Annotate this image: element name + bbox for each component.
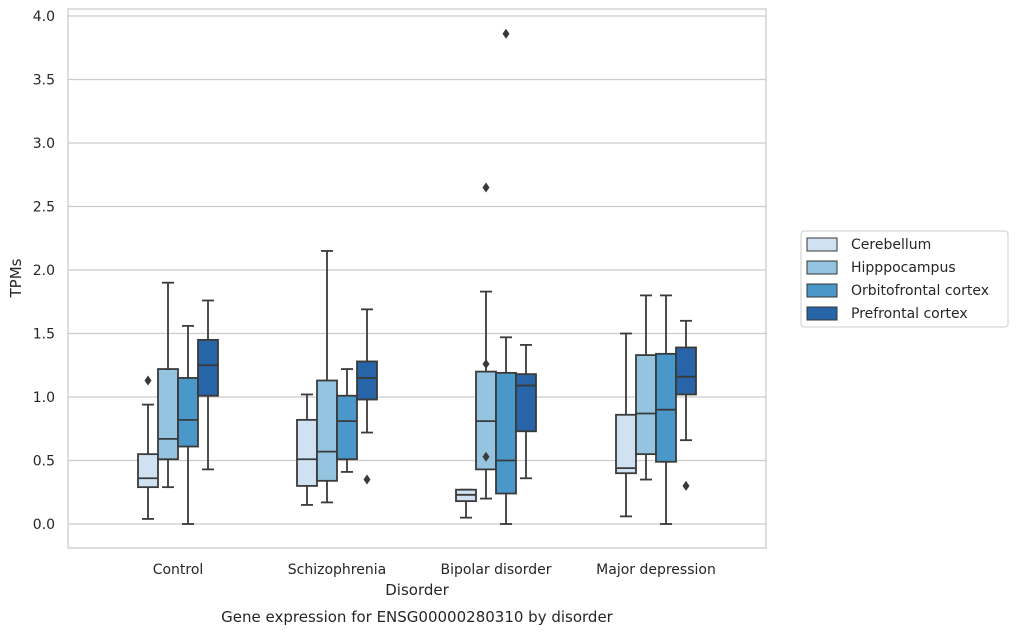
legend-item: Prefrontal cortex: [806, 306, 968, 322]
y-tick-labels: 0.0 0.5 1.0 1.5 2.0 2.5 3.0 3.5 4.0: [33, 9, 55, 533]
box-group: [316, 250, 338, 504]
y-tick-label: 2.5: [33, 200, 55, 216]
box-group: [655, 294, 677, 525]
x-tick-label: Schizophrenia: [288, 562, 386, 578]
outlier-point: [482, 182, 490, 193]
y-tick-label: 3.5: [33, 73, 55, 89]
box: [356, 360, 378, 401]
legend-swatch: [806, 260, 838, 275]
box: [157, 368, 179, 461]
legend-swatch: [806, 306, 838, 321]
box: [316, 379, 338, 482]
legend-label: Hipppocampus: [851, 260, 956, 276]
y-axis-label: TPMs: [7, 258, 25, 298]
outlier-point: [482, 451, 490, 462]
x-tick-label: Major depression: [596, 562, 716, 578]
box-group: [615, 332, 637, 518]
legend: Cerebellum Hipppocampus Orbitofrontal co…: [800, 230, 1009, 328]
box-group: [157, 281, 179, 489]
y-tick-label: 1.0: [33, 390, 55, 406]
legend-swatch: [806, 283, 838, 298]
outlier-point: [682, 480, 690, 491]
y-tick-label: 3.0: [33, 136, 55, 152]
box: [137, 453, 159, 489]
box: [177, 377, 199, 448]
box-group: [137, 375, 159, 520]
box-group: [356, 308, 378, 485]
box: [495, 371, 517, 495]
chart-caption: Gene expression for ENSG00000280310 by d…: [221, 608, 614, 626]
legend-label: Cerebellum: [851, 237, 931, 253]
box: [515, 373, 537, 433]
box: [197, 338, 219, 397]
box-group: [455, 488, 477, 519]
box: [635, 354, 657, 456]
x-tick-label: Control: [153, 562, 204, 578]
legend-swatch: [806, 237, 838, 252]
box-group: [197, 299, 219, 471]
box-group: [177, 324, 199, 525]
box: [615, 413, 637, 475]
y-tick-label: 1.5: [33, 327, 55, 343]
box-series: [137, 28, 697, 525]
box: [675, 346, 697, 396]
y-tick-label: 2.0: [33, 263, 55, 279]
box: [296, 418, 318, 487]
box: [655, 352, 677, 463]
x-tick-labels: Control Schizophrenia Bipolar disorder Majo…: [153, 562, 716, 578]
x-axis-label: Disorder: [385, 581, 449, 599]
outlier-point: [482, 358, 490, 369]
outlier-point: [363, 474, 371, 485]
legend-item: Cerebellum: [806, 237, 931, 253]
box-group: [675, 319, 697, 491]
legend-label: Orbitofrontal cortex: [851, 283, 989, 299]
box-group: [475, 182, 497, 500]
legend-label: Prefrontal cortex: [851, 306, 968, 322]
y-tick-label: 0.0: [33, 517, 55, 533]
box-group: [495, 28, 517, 525]
box: [336, 394, 358, 461]
box-group: [635, 294, 657, 481]
legend-item: Hipppocampus: [806, 260, 956, 276]
box-group: [296, 393, 318, 506]
plot-frame: [67, 8, 767, 549]
box-group: [336, 368, 358, 473]
outlier-point: [502, 28, 510, 39]
legend-frame: [800, 230, 1009, 328]
box-group: [515, 344, 537, 480]
y-tick-label: 4.0: [33, 9, 55, 25]
y-tick-label: 0.5: [33, 454, 55, 470]
legend-item: Orbitofrontal cortex: [806, 283, 989, 299]
outlier-point: [144, 375, 152, 386]
x-tick-label: Bipolar disorder: [440, 562, 551, 578]
